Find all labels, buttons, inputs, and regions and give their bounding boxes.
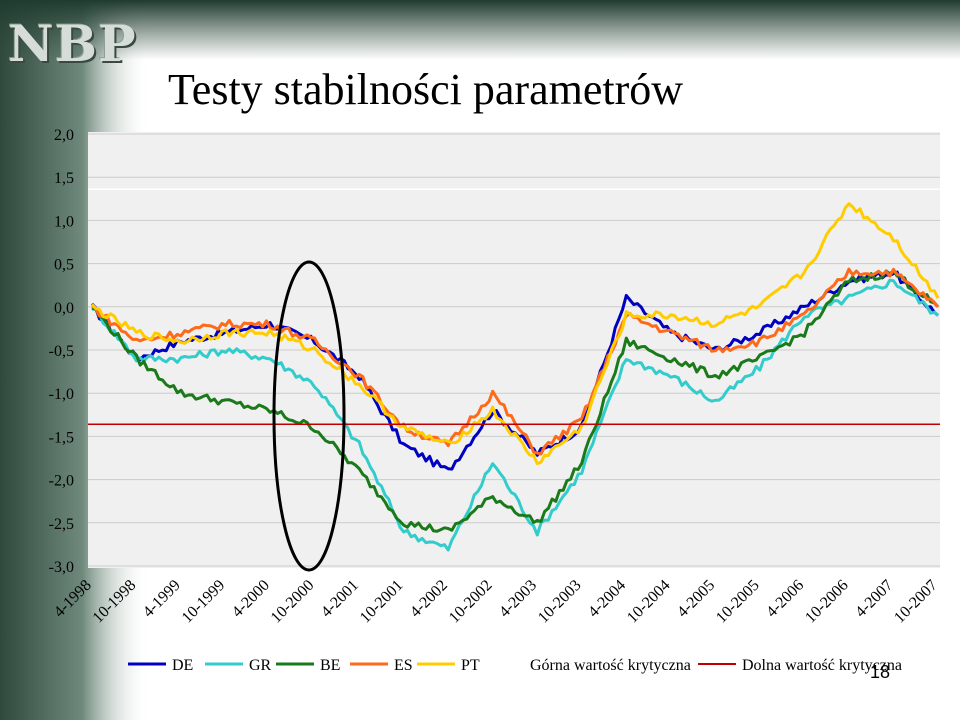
x-tick-label: 10-2002 [446, 577, 496, 627]
legend-label: BE [320, 657, 340, 674]
x-tick-label: 4-2002 [407, 577, 451, 621]
legend-label: Dolna wartość krytyczna [742, 657, 902, 674]
x-tick-label: 4-2007 [852, 577, 896, 621]
page-number: 18 [870, 662, 891, 682]
x-tick-label: 4-2005 [674, 577, 718, 621]
y-tick-label: -2,5 [49, 516, 74, 533]
y-tick-label: 1,0 [54, 213, 74, 230]
y-tick-label: -2,0 [49, 473, 74, 490]
y-tick-label: -0,5 [49, 343, 74, 360]
y-tick-label: 1,5 [54, 170, 74, 187]
x-tick-label: 4-2006 [763, 577, 807, 621]
y-tick-label: -3,0 [49, 559, 74, 576]
legend-label: Górna wartość krytyczna [530, 657, 691, 674]
series-line-pt [90, 202, 940, 466]
x-tick-label: 4-1998 [51, 577, 95, 621]
x-tick-label: 4-2004 [585, 577, 629, 621]
legend-label: DE [172, 657, 193, 674]
x-tick-label: 10-2007 [891, 577, 941, 627]
y-tick-label: 2,0 [54, 127, 74, 144]
y-axis-ticks: 2,0 1,5 1,0 0,5 0,0 -0,5 -1,0 -1,5 -2,0 -2,5 -3,0 [49, 127, 74, 576]
series-line-es [91, 267, 940, 456]
legend-label: PT [461, 657, 480, 674]
x-tick-label: 10-2003 [535, 577, 585, 627]
series-line-gr [91, 278, 939, 552]
x-tick-label: 10-2001 [357, 577, 407, 627]
legend-label: ES [394, 657, 413, 674]
slide-title: Testy stabilności parametrów [168, 65, 684, 114]
x-tick-label: 10-1999 [179, 577, 229, 627]
x-tick-label: 4-1999 [140, 577, 184, 621]
x-tick-label: 4-2001 [318, 577, 362, 621]
series-line-be [91, 269, 940, 533]
nbp-logo: NBP [8, 14, 137, 73]
highlight-ellipse [272, 260, 346, 572]
legend-label: GR [249, 657, 272, 674]
series-lines [88, 188, 940, 552]
y-tick-label: -1,0 [49, 386, 74, 403]
x-tick-label: 10-1998 [90, 577, 140, 627]
x-tick-label: 10-2006 [802, 577, 852, 627]
x-tick-label: 10-2004 [624, 577, 674, 627]
x-tick-label: 10-2000 [268, 577, 318, 627]
series-line-de [90, 270, 939, 471]
y-tick-label: 0,0 [54, 300, 74, 317]
y-tick-label: -1,5 [49, 429, 74, 446]
y-tick-label: 0,5 [54, 257, 74, 274]
x-tick-label: 4-2003 [496, 577, 540, 621]
x-tick-label: 10-2005 [713, 577, 763, 627]
legend: DE GR BE ES PT Górna wartość krytyczna Dolna w… [128, 657, 902, 674]
x-tick-label: 4-2000 [229, 577, 273, 621]
